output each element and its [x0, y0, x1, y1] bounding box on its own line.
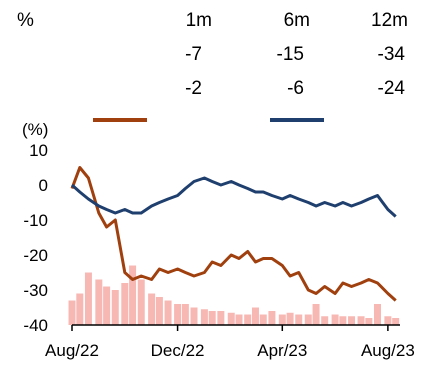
column-header-1m: 1m [185, 10, 212, 31]
volume-bar [251, 307, 259, 325]
volume-bar [137, 279, 145, 325]
row1-12m-value: -34 [377, 44, 405, 65]
y-tick-label: -40 [23, 316, 48, 335]
volume-bar [217, 311, 225, 325]
unit-label: % [17, 10, 34, 31]
x-tick-label: Aug/23 [361, 341, 415, 360]
y-tick-label: 10 [29, 141, 48, 160]
volume-bar [278, 314, 286, 325]
column-header-12m: 12m [371, 10, 408, 31]
volume-bar [312, 304, 320, 325]
volume-bar [164, 300, 172, 325]
volume-bar [235, 314, 243, 325]
y-tick-label: -20 [23, 246, 48, 265]
x-axis-ticks: Aug/22 Dec/22 Apr/23 Aug/23 [45, 325, 415, 360]
volume-bar [129, 265, 137, 325]
volume-bar [200, 309, 208, 325]
volume-bar [121, 283, 129, 325]
y-axis-ticks: 10 0 -10 -20 -30 -40 [23, 141, 48, 335]
y-axis-label: (%) [22, 120, 48, 139]
volume-bar [373, 304, 381, 325]
row2-1m-value: -2 [185, 78, 202, 99]
volume-bar [190, 307, 198, 325]
volume-bar [259, 314, 267, 325]
volume-bar [357, 316, 365, 325]
volume-bar [174, 304, 182, 325]
series-line-a [70, 166, 397, 302]
column-header-6m: 6m [283, 10, 310, 31]
row1-6m-value: -15 [276, 44, 304, 65]
volume-bar [181, 304, 189, 325]
volume-bar [148, 293, 156, 325]
x-tick-label: Aug/22 [45, 341, 99, 360]
y-tick-label: 0 [39, 176, 48, 195]
volume-bar [155, 297, 163, 325]
row1-1m-value: -7 [185, 44, 202, 65]
volume-bar [95, 279, 103, 325]
performance-table: % 1m 6m 12m -7 -15 -34 -2 -6 -24 [0, 0, 437, 100]
volume-bar [268, 311, 276, 325]
volume-bar [84, 272, 92, 325]
volume-bar [304, 314, 312, 325]
volume-bar [286, 312, 294, 325]
volume-bar [339, 316, 347, 325]
volume-bar [365, 318, 373, 325]
volume-bar [321, 316, 329, 325]
volume-bar [227, 312, 235, 325]
y-tick-label: -30 [23, 281, 48, 300]
volume-bar [103, 286, 111, 325]
row2-12m-value: -24 [377, 78, 405, 99]
row2-6m-value: -6 [287, 78, 304, 99]
volume-bar [76, 293, 84, 325]
x-tick-label: Dec/22 [151, 341, 205, 360]
series-lines [70, 166, 397, 302]
volume-bar [331, 314, 339, 325]
volume-bar [384, 316, 392, 325]
volume-bar [392, 318, 400, 325]
series-line-b [70, 176, 397, 218]
volume-bar [208, 311, 216, 325]
volume-bar [68, 300, 76, 325]
x-tick-label: Apr/23 [257, 341, 307, 360]
volume-bar [244, 314, 252, 325]
volume-bar [295, 314, 303, 325]
volume-bar [348, 316, 356, 325]
volume-bar [111, 290, 119, 325]
y-tick-label: -10 [23, 211, 48, 230]
volume-bars [68, 265, 400, 325]
